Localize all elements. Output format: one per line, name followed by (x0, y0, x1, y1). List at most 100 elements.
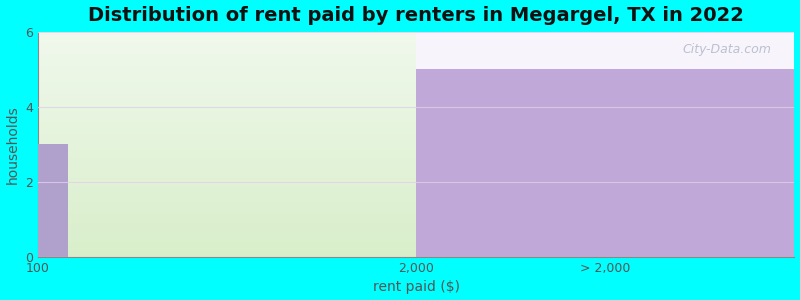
Bar (38, 222, 416, 223)
Bar (38, 253, 416, 254)
Bar (38, 197, 416, 198)
Bar (38, 228, 416, 229)
Bar (38, 128, 416, 129)
Bar (38, 70, 416, 71)
Bar (38, 189, 416, 190)
Bar (38, 35, 416, 36)
Bar (38, 239, 416, 240)
Bar (38, 47, 416, 49)
Bar (38, 96, 416, 97)
Bar (38, 59, 416, 60)
Bar (38, 49, 416, 50)
Bar (38, 184, 416, 185)
Text: City-Data.com: City-Data.com (683, 43, 772, 56)
Bar (38, 124, 416, 125)
Bar (38, 183, 416, 184)
Bar (38, 141, 416, 142)
Bar (38, 56, 416, 58)
Bar (38, 229, 416, 230)
Bar (38, 138, 416, 139)
Bar (38, 43, 416, 44)
Bar (38, 81, 416, 83)
Bar (38, 83, 416, 85)
Bar (38, 78, 416, 79)
Bar (38, 246, 416, 247)
Bar (38, 153, 416, 154)
Bar (38, 206, 416, 207)
Bar (38, 113, 416, 114)
Bar (38, 231, 416, 232)
Bar (38, 201, 416, 202)
Bar (38, 51, 416, 52)
Bar (38, 126, 416, 128)
Bar (38, 190, 416, 192)
Bar (38, 69, 416, 70)
Bar (38, 94, 416, 95)
Bar (38, 203, 416, 204)
Title: Distribution of rent paid by renters in Megargel, TX in 2022: Distribution of rent paid by renters in … (88, 6, 744, 25)
Bar (38, 157, 416, 158)
Bar (38, 207, 416, 208)
Bar (38, 224, 416, 226)
Bar (38, 193, 416, 194)
Y-axis label: households: households (6, 105, 19, 184)
Bar (38, 104, 416, 105)
Bar (38, 212, 416, 213)
Bar (38, 131, 416, 132)
Bar (38, 45, 416, 46)
Bar (38, 162, 416, 164)
Bar (38, 254, 416, 255)
Bar (38, 235, 416, 236)
Bar (38, 247, 416, 248)
Bar (416, 69, 794, 257)
Bar (38, 160, 416, 161)
Bar (38, 240, 416, 241)
Bar (38, 198, 416, 200)
Bar (38, 110, 416, 112)
Bar (38, 99, 416, 101)
Bar (38, 86, 416, 87)
Bar (38, 195, 416, 196)
Bar (38, 255, 416, 256)
Bar (38, 146, 416, 147)
Bar (38, 221, 416, 222)
Bar (38, 174, 416, 175)
Bar (38, 64, 416, 65)
Bar (38, 147, 416, 148)
Bar (38, 129, 416, 130)
Bar (38, 53, 416, 54)
Bar (38, 204, 416, 205)
Bar (38, 213, 416, 214)
Bar (38, 156, 416, 157)
Bar (38, 214, 416, 215)
Bar (38, 167, 416, 168)
Bar (38, 218, 416, 219)
Bar (38, 210, 416, 211)
Bar (38, 172, 416, 174)
X-axis label: rent paid ($): rent paid ($) (373, 280, 460, 294)
Bar (38, 202, 416, 203)
Bar (38, 217, 416, 218)
Bar (38, 188, 416, 189)
Bar (38, 144, 416, 145)
Bar (38, 165, 416, 166)
Bar (38, 194, 416, 195)
Bar (38, 63, 416, 64)
Bar (38, 122, 416, 123)
Bar (38, 150, 416, 151)
Bar (38, 241, 416, 242)
Bar (38, 233, 416, 235)
Bar (38, 92, 416, 94)
Bar (38, 41, 416, 42)
Bar (38, 171, 416, 172)
Bar (38, 134, 416, 135)
Bar (38, 125, 416, 126)
Bar (38, 132, 416, 133)
Bar (38, 98, 416, 99)
Bar (38, 95, 416, 96)
Bar (38, 112, 416, 113)
Bar (38, 179, 416, 180)
Bar (38, 244, 416, 246)
Bar (38, 89, 416, 90)
Bar (38, 176, 416, 177)
